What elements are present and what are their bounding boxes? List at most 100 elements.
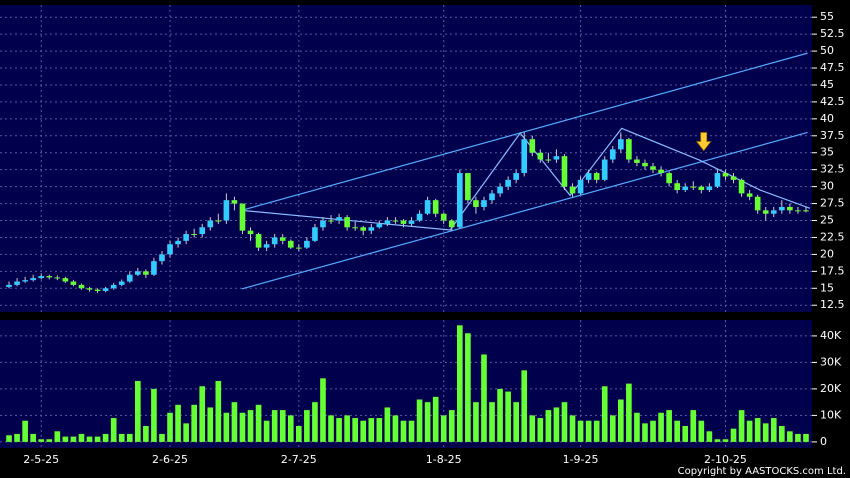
volume-bar	[706, 431, 713, 442]
y-tick-label: 32.5	[820, 163, 845, 176]
candle-body	[440, 213, 447, 221]
candle-body	[215, 220, 222, 222]
volume-bar	[255, 404, 262, 442]
volume-bar	[666, 410, 672, 442]
candle-body	[183, 234, 189, 241]
y-tick-label: 15	[820, 281, 834, 294]
volume-bar	[328, 415, 334, 442]
candle-body	[593, 173, 600, 180]
candle-body	[22, 280, 28, 282]
y-tick-label: 30	[820, 180, 834, 193]
volume-bar	[601, 386, 608, 442]
y-tick-label: 17.5	[820, 264, 845, 277]
volume-bar	[304, 410, 310, 442]
candle-body	[416, 213, 423, 221]
volume-bar	[497, 388, 503, 442]
candle-body	[642, 162, 648, 167]
volume-bar	[102, 433, 109, 442]
volume-bar	[513, 402, 519, 442]
volume-bar	[54, 431, 61, 442]
volume-bar	[167, 412, 173, 442]
candle-body	[465, 173, 471, 201]
volume-bar	[738, 410, 745, 442]
volume-bar	[553, 407, 560, 442]
candle-body	[287, 240, 294, 248]
y-tick-label: 27.5	[820, 197, 845, 210]
candle-body	[70, 281, 77, 285]
candle-body	[618, 139, 624, 150]
x-tick-label: 2-5-25	[23, 453, 59, 466]
volume-bar	[642, 423, 648, 442]
volume-bar	[400, 420, 407, 442]
candle-body	[344, 217, 350, 228]
volume-bar	[14, 433, 20, 442]
candle-body	[239, 203, 246, 231]
y2-tick-label: 0	[820, 435, 827, 448]
candle-body	[6, 284, 12, 287]
candle-body	[263, 244, 270, 248]
candle-body	[247, 230, 254, 235]
candle-body	[762, 210, 769, 214]
y2-tick-label: 20K	[820, 382, 842, 395]
volume-bar	[352, 418, 358, 442]
y2-tick-label: 10K	[820, 408, 842, 421]
candle-body	[448, 220, 455, 228]
volume-bar	[762, 423, 769, 442]
candle-body	[167, 244, 173, 255]
candle-body	[46, 276, 53, 278]
volume-bar	[770, 418, 777, 442]
volume-bar	[698, 420, 705, 442]
candle-body	[126, 274, 133, 282]
volume-bar	[521, 370, 528, 442]
volume-bar	[779, 426, 785, 442]
candle-body	[135, 271, 141, 275]
volume-bar	[618, 399, 624, 442]
volume-bar	[199, 386, 206, 442]
volume-bar	[78, 433, 85, 442]
candle-body	[432, 200, 439, 214]
volume-bar	[223, 412, 230, 442]
volume-bar	[6, 435, 12, 442]
volume-bar	[746, 420, 753, 442]
volume-bar	[424, 402, 431, 442]
candle-body	[151, 261, 157, 275]
volume-bar	[215, 380, 222, 442]
candle-body	[577, 179, 584, 194]
candle-body	[609, 149, 616, 160]
volume-bar	[135, 380, 141, 442]
y-tick-label: 52.5	[820, 27, 845, 40]
volume-bar	[682, 426, 689, 442]
volume-bar	[151, 388, 157, 442]
volume-bar	[38, 439, 45, 442]
candle-body	[368, 227, 375, 231]
volume-bar	[263, 420, 270, 442]
y-tick-label: 50	[820, 44, 834, 57]
price-panel	[0, 5, 812, 312]
candle-body	[666, 173, 672, 184]
candle-body	[304, 240, 310, 248]
candle-body	[489, 193, 495, 201]
volume-bar	[392, 415, 399, 442]
volume-bar	[247, 410, 254, 442]
volume-bar	[239, 412, 246, 442]
candle-body	[698, 186, 705, 191]
volume-bar	[537, 418, 544, 442]
candle-body	[143, 271, 149, 275]
candle-body	[231, 200, 238, 204]
x-tick-label: 2-10-25	[704, 453, 747, 466]
y-tick-label: 25	[820, 214, 834, 227]
volume-bar	[416, 399, 423, 442]
volume-bar	[577, 420, 584, 442]
candle-body	[803, 210, 809, 212]
y-tick-label: 20	[820, 247, 834, 260]
candle-body	[352, 227, 358, 229]
candle-body	[674, 183, 680, 191]
volume-bar	[545, 410, 552, 442]
candle-body	[658, 169, 664, 174]
volume-bar	[279, 410, 286, 442]
candle-body	[271, 237, 278, 245]
candle-body	[38, 276, 45, 279]
candle-body	[690, 186, 697, 188]
candle-body	[634, 159, 640, 163]
